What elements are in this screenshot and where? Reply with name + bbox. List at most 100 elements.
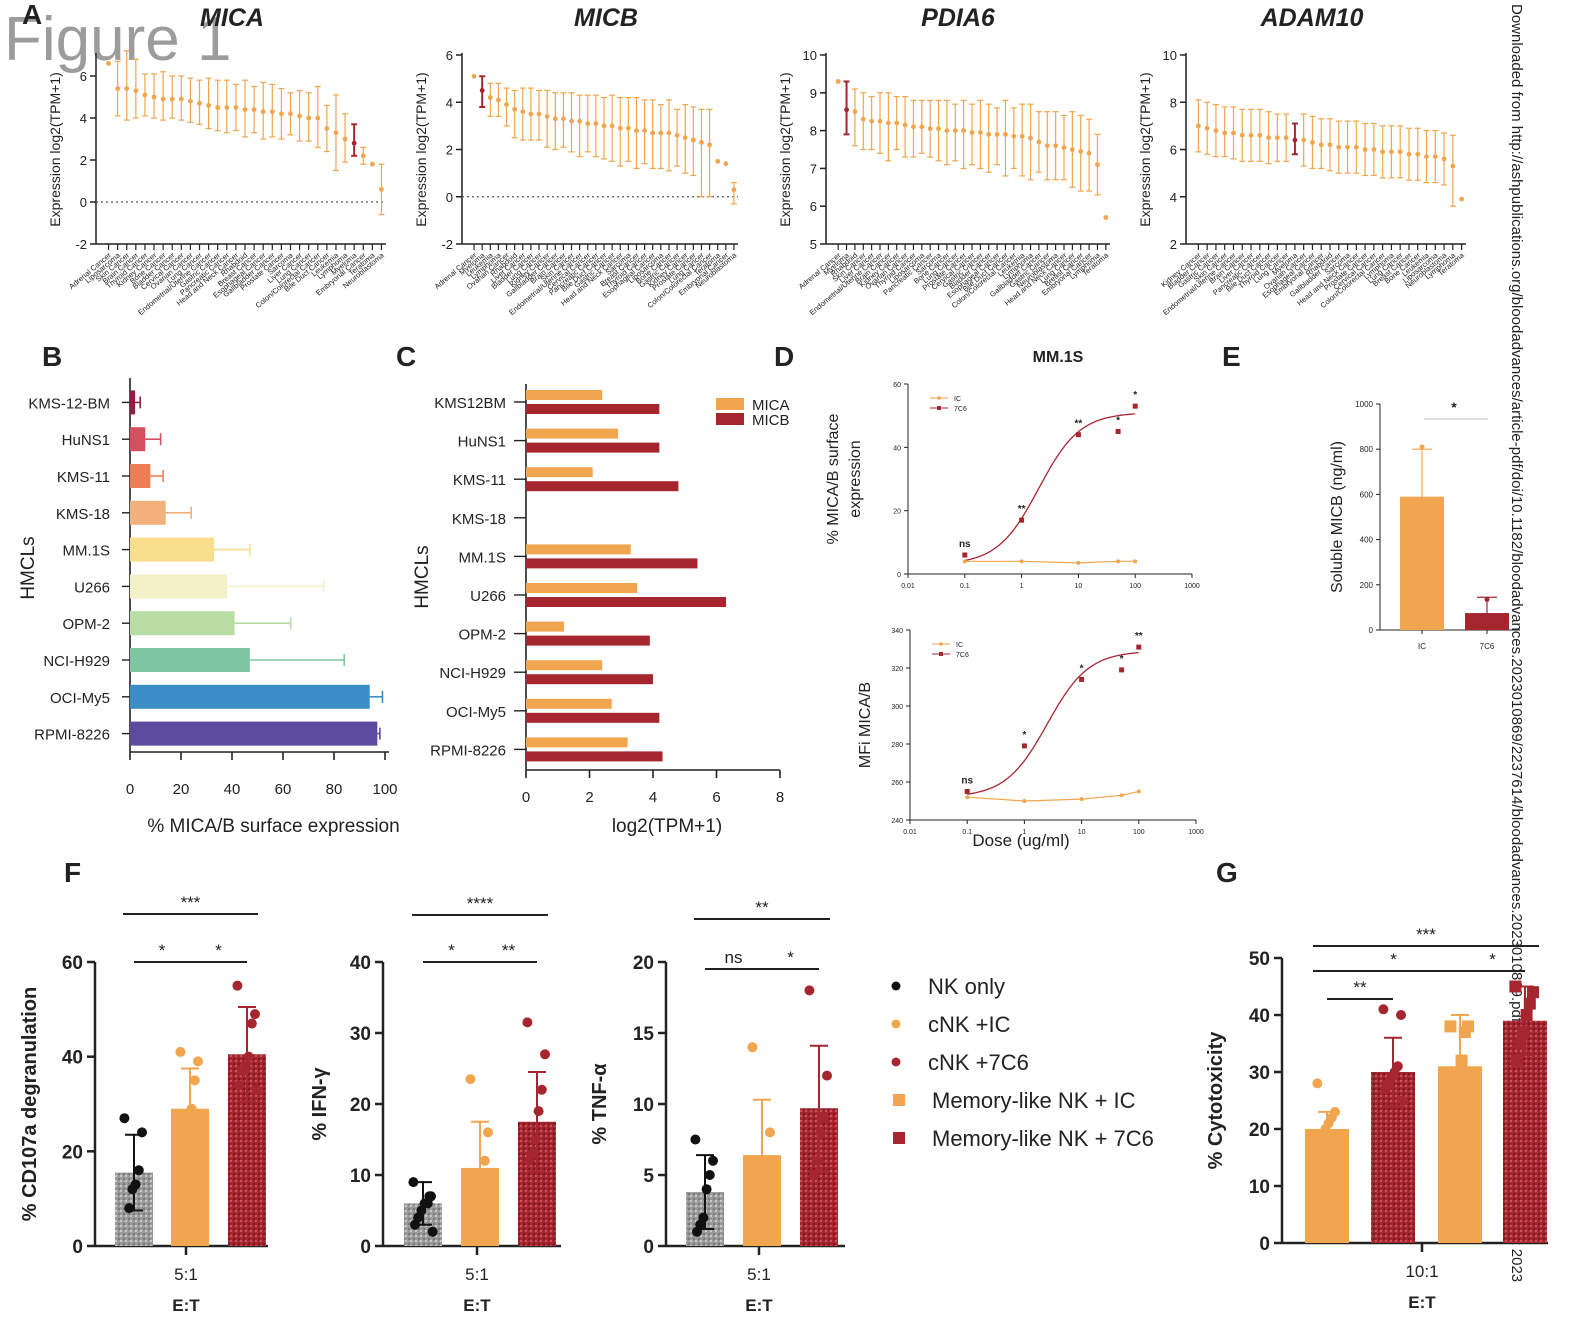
x-tick-label: 0 [126, 781, 134, 798]
legend-label: Memory-like NK + 7C6 [932, 1126, 1154, 1151]
data-point-ic [1079, 797, 1084, 802]
data-point [707, 142, 712, 148]
panel-label-a: A [22, 0, 42, 30]
data-point [1353, 144, 1359, 150]
data-point [1314, 1141, 1324, 1152]
data-point [818, 1113, 829, 1124]
significance-label: ** [1135, 631, 1143, 642]
significance-label: * [1133, 390, 1137, 401]
fit-curve-7c6 [964, 413, 1136, 562]
y-tick-label: 4 [446, 95, 453, 110]
x-tick-label: 40 [224, 781, 241, 798]
data-point [360, 153, 366, 159]
significance-label: * [448, 941, 455, 960]
data-point [1044, 143, 1050, 149]
x-tick-label: 0.1 [962, 829, 972, 836]
data-point [533, 1106, 544, 1117]
data-point [133, 88, 139, 94]
y-tick-label: 200 [1360, 581, 1374, 590]
data-point [1274, 135, 1280, 141]
y-tick-label: 40 [893, 445, 901, 452]
y-tick-label: 800 [1360, 445, 1374, 454]
x-axis-label: E:T [172, 1296, 200, 1315]
chart-d2: 240 260 280 300 320 340 0.01 0.1 1 10 100 1000 MFi M… [857, 628, 1204, 850]
significance-label: *** [181, 893, 201, 912]
bar-micb [526, 674, 653, 685]
data-point [1380, 1084, 1390, 1095]
data-point [1523, 997, 1536, 1010]
data-point [169, 96, 175, 102]
y-tick-label: 7 [810, 161, 817, 176]
data-point [844, 107, 849, 113]
y-tick-label: KMS-11 [57, 469, 110, 486]
y-tick-label: 1000 [1355, 400, 1373, 409]
significance-label: ** [755, 898, 769, 917]
data-point [1086, 150, 1092, 156]
data-point [1527, 986, 1539, 999]
y-axis-label: Soluble MICB (ng/ml) [1329, 441, 1346, 593]
y-tick-label: KMS-12-BM [28, 395, 110, 412]
data-point [479, 88, 485, 93]
data-point-7c6 [964, 789, 970, 794]
data-point [1061, 145, 1067, 151]
legend-label: cNK +IC [928, 1012, 1011, 1037]
y-tick-label: 60 [62, 953, 83, 974]
y-tick-label: 6 [1170, 143, 1177, 158]
data-point [1459, 196, 1465, 202]
data-point [528, 111, 534, 117]
data-point [106, 61, 111, 66]
data-point [1406, 151, 1412, 157]
bar-micb [526, 481, 679, 492]
data-point [315, 115, 321, 121]
data-point-ic [965, 795, 970, 800]
data-point [747, 1042, 758, 1053]
data-point [1345, 144, 1350, 150]
data-point [1331, 1152, 1342, 1163]
y-tick-label: HuNS1 [458, 434, 506, 451]
data-point [333, 130, 339, 136]
y-tick-label: MM.1S [62, 543, 110, 560]
panel-label-g: G [1216, 857, 1238, 888]
y-tick-label: 0 [643, 1237, 654, 1258]
data-point [1327, 142, 1333, 148]
data-point [682, 135, 688, 141]
x-tick-label: 20 [173, 781, 190, 798]
data-point [860, 116, 866, 122]
data-point [1514, 1037, 1527, 1050]
y-tick-label: 400 [1360, 536, 1374, 545]
data-point [1222, 130, 1228, 136]
chart-title: MICA [200, 4, 264, 32]
y-tick-label: 10 [1163, 48, 1177, 63]
significance-label: ns [959, 539, 971, 550]
data-point [536, 1084, 547, 1095]
y-tick-label: KMS-18 [56, 506, 110, 523]
data-point [919, 124, 925, 130]
data-point [471, 73, 477, 79]
legend-marker [937, 406, 941, 410]
bar [130, 684, 370, 709]
significance-label: *** [1416, 925, 1436, 944]
data-point [115, 86, 121, 91]
data-point [504, 102, 509, 108]
data-point [160, 96, 166, 102]
y-axis-label: expression [847, 440, 864, 517]
data-point [260, 109, 266, 115]
chart-title: ADAM10 [1260, 4, 1364, 32]
x-tick-label: 100 [1133, 829, 1145, 836]
data-point [804, 985, 815, 996]
y-tick-label: 2 [1170, 237, 1177, 252]
legend-swatch [716, 398, 744, 410]
y-tick-label: 20 [1249, 1120, 1270, 1141]
data-point [699, 140, 704, 145]
data-point-ic [1076, 560, 1081, 565]
bar [130, 500, 166, 525]
y-tick-label: OPM-2 [458, 627, 506, 644]
panel-label-e: E [1222, 341, 1241, 372]
y-tick-label: 8 [810, 124, 817, 139]
y-tick-label: 20 [350, 1095, 371, 1116]
bar [130, 574, 227, 599]
data-point [1317, 1129, 1328, 1140]
data-point [758, 1170, 769, 1180]
